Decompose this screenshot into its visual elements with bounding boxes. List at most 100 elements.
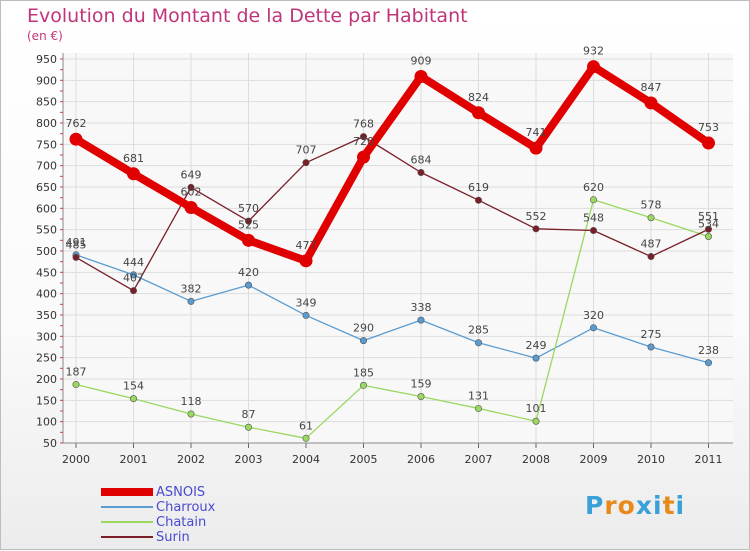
- data-label-surin: 649: [181, 168, 202, 181]
- logo-letter: t: [662, 491, 676, 520]
- x-tick-label: 2011: [695, 453, 723, 466]
- data-point-asnois: [529, 141, 543, 155]
- y-tick-label: 450: [36, 266, 57, 279]
- data-point-surin: [359, 133, 367, 141]
- data-point-surin: [72, 253, 80, 261]
- data-point-chatain: [647, 214, 655, 222]
- series-line-charroux: [75, 254, 710, 364]
- logo-letter: i: [675, 491, 686, 520]
- legend-label-charroux: Charroux: [156, 500, 216, 515]
- logo-letter: P: [585, 491, 605, 520]
- data-point-charroux: [130, 271, 138, 279]
- data-point-surin: [647, 253, 655, 261]
- x-tick-label: 2003: [235, 453, 263, 466]
- data-label-chatain: 154: [123, 380, 144, 393]
- x-tick-label: 2008: [522, 453, 550, 466]
- data-point-chatain: [474, 404, 482, 412]
- data-label-surin: 551: [698, 210, 719, 223]
- plot-area: [63, 53, 733, 443]
- logo-letter: o: [617, 491, 636, 520]
- data-label-charroux: 338: [411, 301, 432, 314]
- data-point-charroux: [302, 311, 310, 319]
- data-point-chatain: [359, 381, 367, 389]
- data-label-charroux: 238: [698, 344, 719, 357]
- x-tick-label: 2001: [120, 453, 148, 466]
- data-label-chatain: 185: [353, 366, 374, 379]
- x-tick-label: 2004: [292, 453, 320, 466]
- logo-letter: x: [635, 491, 653, 520]
- x-tick-label: 2005: [350, 453, 378, 466]
- y-tick-label: 550: [36, 224, 57, 237]
- data-label-charroux: 320: [583, 309, 604, 322]
- data-label-charroux: 249: [526, 339, 547, 352]
- logo-letter: i: [653, 491, 663, 520]
- data-label-chatain: 101: [526, 402, 547, 415]
- legend-swatch-charroux: [101, 506, 153, 508]
- data-label-charroux: 444: [123, 256, 144, 269]
- data-point-asnois: [357, 150, 370, 164]
- data-point-charroux: [417, 316, 425, 324]
- y-tick-label: 350: [36, 309, 57, 322]
- data-label-charroux: 491: [66, 236, 87, 249]
- legend-label-surin: Surin: [156, 530, 190, 545]
- data-label-surin: 768: [353, 118, 374, 131]
- data-label-asnois: 741: [526, 126, 547, 139]
- data-point-surin: [245, 217, 253, 225]
- y-tick-label: 600: [36, 202, 57, 215]
- data-point-asnois: [69, 132, 83, 146]
- data-point-charroux: [532, 354, 540, 362]
- data-label-chatain: 620: [583, 181, 604, 194]
- y-tick-label: 850: [36, 96, 57, 109]
- y-tick-label: 100: [36, 416, 57, 429]
- data-point-charroux: [647, 343, 655, 351]
- y-tick-label: 750: [36, 138, 57, 151]
- data-point-chatain: [187, 410, 195, 418]
- chart-title: Evolution du Montant de la Dette par Hab…: [27, 5, 468, 27]
- data-label-chatain: 187: [66, 366, 87, 379]
- data-point-charroux: [589, 324, 597, 332]
- data-point-charroux: [187, 297, 195, 305]
- data-point-surin: [532, 225, 540, 233]
- data-point-surin: [302, 159, 310, 167]
- data-point-asnois: [127, 167, 140, 181]
- data-label-charroux: 349: [296, 296, 317, 309]
- data-label-surin: 487: [641, 238, 662, 251]
- data-point-charroux: [474, 339, 482, 347]
- data-point-surin: [704, 225, 712, 233]
- legend-label-asnois: ASNOIS: [156, 485, 206, 500]
- y-tick-label: 650: [36, 181, 57, 194]
- data-label-chatain: 131: [468, 389, 489, 402]
- data-point-charroux: [704, 359, 712, 367]
- data-label-asnois: 525: [238, 218, 259, 231]
- data-label-chatain: 87: [242, 408, 256, 421]
- data-point-chatain: [72, 381, 80, 389]
- data-label-charroux: 420: [238, 266, 259, 279]
- data-point-charroux: [245, 281, 253, 289]
- x-tick-label: 2000: [62, 453, 90, 466]
- data-label-surin: 552: [526, 210, 547, 223]
- y-tick-label: 900: [36, 74, 57, 87]
- data-point-chatain: [532, 417, 540, 425]
- data-label-chatain: 578: [641, 199, 662, 212]
- data-label-asnois: 824: [468, 91, 489, 104]
- y-tick-label: 200: [36, 373, 57, 386]
- data-point-charroux: [359, 337, 367, 345]
- data-label-asnois: 932: [583, 45, 604, 58]
- data-label-charroux: 382: [181, 282, 202, 295]
- data-label-asnois: 681: [123, 152, 144, 165]
- data-label-chatain: 159: [411, 377, 432, 390]
- y-tick-label: 950: [36, 53, 57, 66]
- data-point-asnois: [644, 96, 658, 110]
- data-label-asnois: 847: [641, 81, 662, 94]
- data-point-asnois: [702, 136, 715, 150]
- chart-unit-label: (en €): [27, 29, 63, 43]
- data-point-chatain: [302, 434, 310, 442]
- series-line-chatain: [75, 199, 710, 439]
- data-label-asnois: 762: [66, 117, 87, 130]
- data-label-surin: 707: [296, 144, 317, 157]
- data-label-surin: 570: [238, 202, 259, 215]
- data-label-asnois: 909: [411, 54, 432, 67]
- y-tick-label: 250: [36, 352, 57, 365]
- data-label-chatain: 61: [299, 419, 313, 432]
